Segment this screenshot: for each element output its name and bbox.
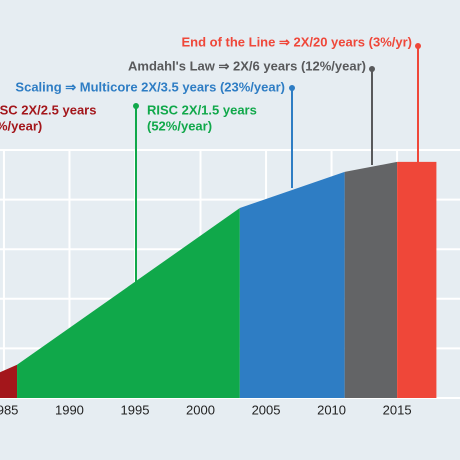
- area: [17, 208, 240, 398]
- area: [344, 161, 398, 398]
- pointer-dot: [289, 85, 295, 91]
- x-tick-label: 1985: [0, 402, 18, 417]
- pointer-dot: [415, 43, 421, 49]
- annotation: %/year): [0, 118, 42, 133]
- pointer-dot: [369, 66, 375, 72]
- annotation: RISC 2X/1.5 years: [147, 102, 257, 117]
- x-tick-label: 2005: [252, 402, 281, 417]
- pointer-dot: [133, 103, 139, 109]
- area: [0, 364, 18, 398]
- annotation: Amdahl's Law ⇒ 2X/6 years (12%/year): [128, 58, 366, 73]
- x-tick-label: 2000: [186, 402, 215, 417]
- annotation: End of the Line ⇒ 2X/20 years (3%/yr): [181, 34, 412, 49]
- annotation: (52%/year): [147, 118, 212, 133]
- annotation: Scaling ⇒ Multicore 2X/3.5 years (23%/ye…: [15, 79, 285, 94]
- area: [397, 161, 437, 398]
- x-tick-label: 2015: [383, 402, 412, 417]
- x-tick-label: 1995: [121, 402, 150, 417]
- x-tick-label: 2010: [317, 402, 346, 417]
- area: [239, 171, 345, 398]
- x-tick-label: 1990: [55, 402, 84, 417]
- annotation: ISC 2X/2.5 years: [0, 102, 96, 117]
